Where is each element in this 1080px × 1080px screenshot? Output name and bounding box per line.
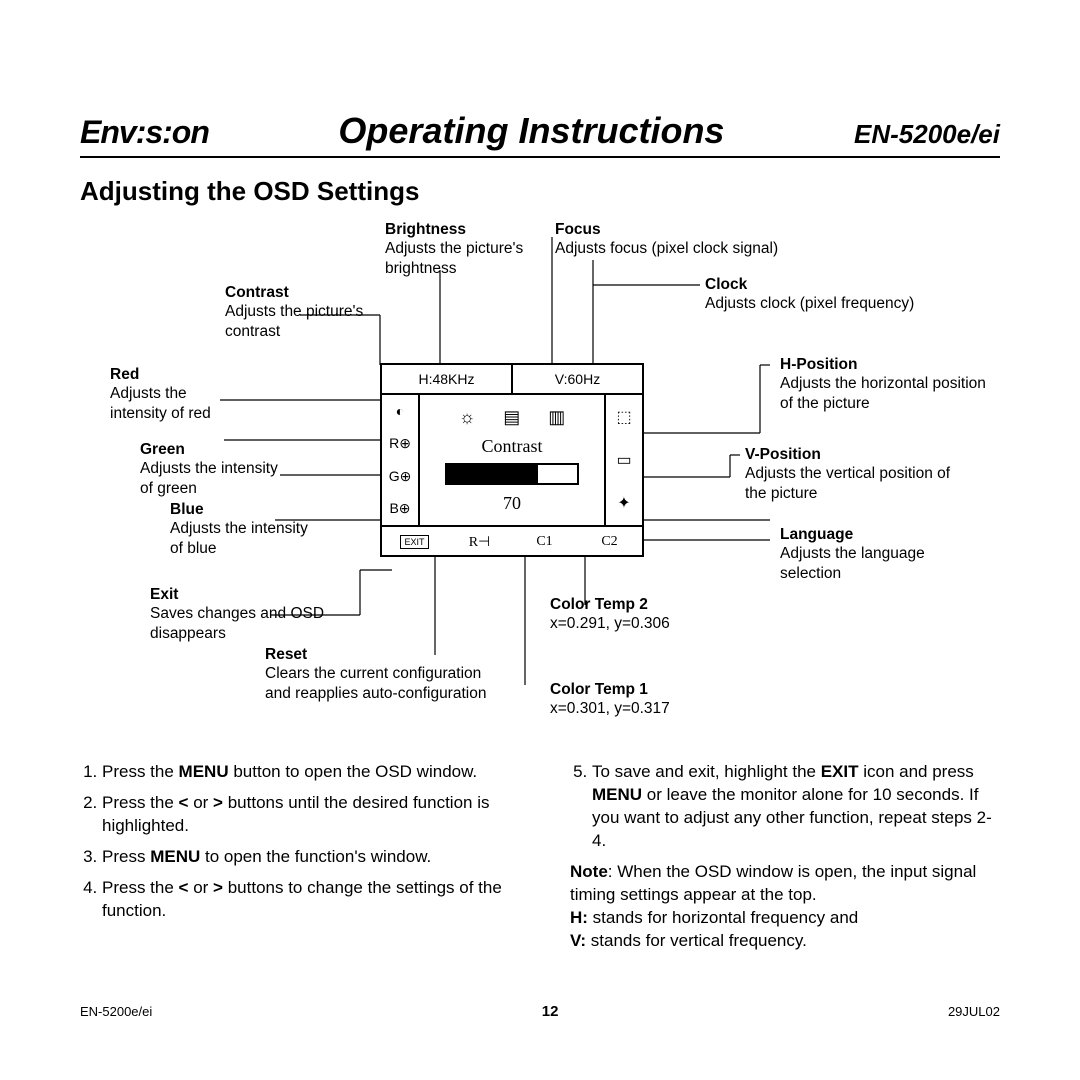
label-blue: BlueAdjusts the intensity of blue	[170, 500, 315, 558]
label-brightness: BrightnessAdjusts the picture's brightne…	[385, 220, 575, 278]
label-green: GreenAdjusts the intensity of green	[140, 440, 295, 498]
right-column: To save and exit, highlight the EXIT ico…	[570, 755, 1000, 953]
step-3: Press MENU to open the function's window…	[102, 846, 510, 869]
clock-icon: ▥	[548, 407, 565, 428]
osd-left-col: ◐ R⊕ G⊕ B⊕	[382, 395, 420, 525]
note-block: Note: When the OSD window is open, the i…	[570, 861, 1000, 953]
footer-right: 29JUL02	[948, 1004, 1000, 1019]
label-ct1: Color Temp 1x=0.301, y=0.317	[550, 680, 710, 719]
label-ct2: Color Temp 2x=0.291, y=0.306	[550, 595, 710, 634]
left-column: Press the MENU button to open the OSD wi…	[80, 755, 510, 953]
osd-diagram: H:48KHz V:60Hz ◐ R⊕ G⊕ B⊕ ☼ ▤ ▥ Contrast	[80, 215, 1000, 745]
colortemp2-icon: C2	[577, 527, 642, 557]
osd-center: ☼ ▤ ▥ Contrast 70	[420, 395, 604, 525]
osd-top-bar: H:48KHz V:60Hz	[382, 365, 642, 395]
hpos-icon: ⬚	[606, 395, 642, 438]
reset-icon: R⊣	[447, 527, 512, 557]
timing-v: V:60Hz	[513, 365, 642, 393]
step-4: Press the < or > buttons to change the s…	[102, 877, 510, 923]
label-contrast: ContrastAdjusts the picture's contrast	[225, 283, 375, 341]
brand-logo: Env:s:on	[80, 114, 209, 151]
exit-icon: EXIT	[382, 527, 447, 557]
footer-left: EN-5200e/ei	[80, 1004, 152, 1019]
brightness-icon: ☼	[459, 407, 476, 428]
model-number: EN-5200e/ei	[854, 119, 1000, 150]
value-bar	[445, 463, 579, 485]
osd-bottom-row: EXIT R⊣ C1 C2	[382, 525, 642, 557]
page-number: 12	[542, 1003, 559, 1020]
vpos-icon: ▭	[606, 438, 642, 481]
red-icon: R⊕	[382, 428, 418, 461]
label-language: LanguageAdjusts the language selection	[780, 525, 980, 583]
step-2: Press the < or > buttons until the desir…	[102, 792, 510, 838]
label-focus: FocusAdjusts focus (pixel clock signal)	[555, 220, 815, 259]
label-clock: ClockAdjusts clock (pixel frequency)	[705, 275, 965, 314]
page-footer: EN-5200e/ei 12 29JUL02	[80, 1003, 1000, 1020]
label-reset: ResetClears the current configuration an…	[265, 645, 495, 703]
value-number: 70	[503, 493, 521, 514]
label-exit: ExitSaves changes and OSD disappears	[150, 585, 325, 643]
page-title: Operating Instructions	[338, 110, 724, 152]
osd-window: H:48KHz V:60Hz ◐ R⊕ G⊕ B⊕ ☼ ▤ ▥ Contrast	[380, 363, 644, 557]
section-title: Adjusting the OSD Settings	[80, 176, 1000, 207]
step-1: Press the MENU button to open the OSD wi…	[102, 761, 510, 784]
timing-h: H:48KHz	[382, 365, 513, 393]
osd-right-col: ⬚ ▭ ✦	[604, 395, 642, 525]
blue-icon: B⊕	[382, 493, 418, 526]
contrast-icon: ◐	[382, 395, 418, 428]
page-header: Env:s:on Operating Instructions EN-5200e…	[80, 110, 1000, 158]
step-5: To save and exit, highlight the EXIT ico…	[592, 761, 1000, 853]
selected-name: Contrast	[482, 436, 543, 457]
label-vpos: V-PositionAdjusts the vertical position …	[745, 445, 955, 503]
instruction-columns: Press the MENU button to open the OSD wi…	[80, 755, 1000, 953]
language-icon: ✦	[606, 482, 642, 525]
label-hpos: H-PositionAdjusts the horizontal positio…	[780, 355, 990, 413]
colortemp1-icon: C1	[512, 527, 577, 557]
label-red: RedAdjusts the intensity of red	[110, 365, 240, 423]
focus-icon: ▤	[503, 407, 520, 428]
green-icon: G⊕	[382, 460, 418, 493]
